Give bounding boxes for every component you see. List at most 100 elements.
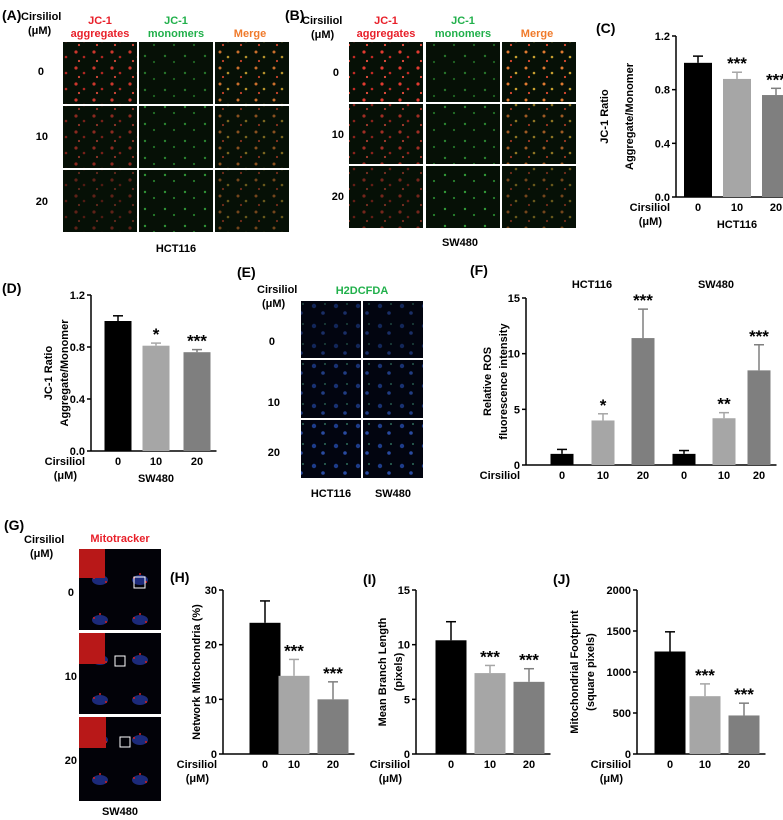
y-tick-label: 20 [205,640,217,652]
panel-a-col-header: aggregates [71,28,130,40]
panel-e-dose-header: Cirsiliol [257,284,297,296]
x-axis-unit: (μM) [600,773,624,785]
x-tick-label: 10 [484,759,496,771]
panel-e: (E) Cirsiliol (μM) H2DCFDA 0 10 20 HCT11… [237,264,423,500]
panel-e-col-footer: SW480 [375,488,411,500]
chart-panel-i: (I) 0 5 10 15 Mean Branch Length (pixels) 0 *** 1… [363,571,551,785]
panel-b-row-label: 10 [332,129,344,141]
panel-a-cell-line: HCT116 [156,243,196,255]
y-tick-label: 0.8 [70,342,85,354]
panel-e-dose-unit: (μM) [262,298,286,310]
panel-a-col-header: Merge [234,28,266,40]
panel-e-micrograph-grid [301,301,423,478]
panel-g-row-label: 10 [65,671,77,683]
significance-marker: * [153,325,160,344]
y-tick-label: 15 [508,293,520,305]
x-axis-unit: (μM) [186,773,210,785]
x-axis-title: Cirsiliol [630,202,670,214]
bar [728,715,760,754]
bar [747,370,771,465]
x-tick-label: 0 [559,470,565,482]
y-tick-label: 0 [625,749,631,761]
y-axis-label: Aggregate/Monomer [624,62,636,170]
x-tick-label: 10 [288,759,300,771]
group-label: SW480 [698,279,734,291]
panel-g-stain-label: Mitotracker [90,533,150,545]
y-axis-label: Mean Branch Length [377,617,389,726]
panel-e-stain-label: H2DCFDA [336,285,389,297]
y-tick-label: 10 [508,349,520,361]
y-tick-label: 0 [211,749,217,761]
x-tick-label: 0 [115,456,121,468]
bar [249,622,281,754]
panel-b-micrograph-grid [349,42,576,228]
panel-g-row-label: 0 [68,587,74,599]
panel-a-row-label: 10 [36,131,48,143]
x-tick-label: 20 [327,759,339,771]
significance-marker: *** [766,70,783,89]
chart-panel-d: (D) 0.0 0.4 0.8 1.2 JC-1 Ratio Aggregate/Monom… [2,280,217,485]
x-axis-unit: (μM) [54,470,78,482]
bar [550,453,574,465]
panel-b-col-header: Merge [521,28,553,40]
panel-e-col-footer: HCT116 [311,488,351,500]
x-tick-label: 10 [731,202,743,214]
significance-marker: *** [727,54,747,73]
significance-marker: *** [734,685,754,704]
x-tick-label: 0 [681,470,687,482]
x-tick-label: 20 [191,456,203,468]
panel-label: (H) [170,569,189,585]
x-tick-label: 0 [262,759,268,771]
bar [723,78,751,197]
significance-marker: *** [187,332,207,351]
panel-a-col-header: JC-1 [164,15,188,27]
bar [513,681,545,754]
x-tick-label: 10 [699,759,711,771]
y-tick-label: 1500 [607,626,631,638]
panel-b-cell-line: SW480 [442,237,478,249]
y-tick-label: 1000 [607,667,631,679]
panel-e-label: (E) [237,264,256,280]
significance-marker: ** [717,395,731,414]
panel-label: (C) [596,20,615,36]
bar [317,699,349,754]
x-axis-title: Cirsiliol [45,456,85,468]
x-tick-label: 10 [150,456,162,468]
panel-b-dose-header: Cirsiliol [302,15,342,27]
panel-b-row-label: 0 [333,67,339,79]
panel-e-row-label: 0 [269,336,275,348]
y-tick-label: 0.0 [655,192,670,204]
bar [591,420,615,465]
panel-b-col-header: monomers [435,28,491,40]
x-tick-label: 20 [770,202,782,214]
panel-b-col-header: JC-1 [451,15,475,27]
significance-marker: *** [323,664,343,683]
significance-marker: * [600,396,607,415]
panel-label: (D) [2,280,21,296]
x-tick-label: 20 [523,759,535,771]
panel-a-col-header: JC-1 [88,15,112,27]
panel-a-row-label: 20 [36,196,48,208]
panel-b-row-label: 20 [332,191,344,203]
x-tick-label: 10 [718,470,730,482]
significance-marker: *** [284,641,304,660]
panel-a-label: (A) [2,7,21,23]
panel-a-col-header: monomers [148,28,204,40]
panel-b-dose-unit: (μM) [311,29,335,41]
y-tick-label: 15 [398,585,410,597]
significance-marker: *** [749,327,769,346]
y-tick-label: 0.8 [655,85,670,97]
bar [654,651,686,754]
y-axis-label: JC-1 Ratio [599,89,611,144]
y-axis-label: Mitochondrial Footprint [569,610,581,734]
x-tick-label: 0 [695,202,701,214]
panel-b-col-header: aggregates [357,28,416,40]
significance-marker: *** [633,291,653,310]
y-tick-label: 0.4 [655,138,671,150]
y-tick-label: 0.0 [70,446,85,458]
panel-a: (A) Cirsiliol (μM) JC-1 aggregates JC-1 … [2,7,289,255]
panel-b-col-header: JC-1 [374,15,398,27]
bar [712,418,736,465]
panel-label: (I) [363,571,376,587]
